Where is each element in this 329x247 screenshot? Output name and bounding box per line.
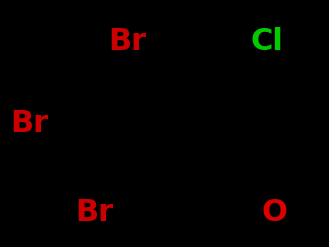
- Text: Br: Br: [109, 27, 147, 57]
- Text: Cl: Cl: [250, 27, 283, 57]
- Text: Br: Br: [10, 109, 48, 138]
- Text: Br: Br: [76, 198, 114, 227]
- Text: O: O: [262, 198, 288, 227]
